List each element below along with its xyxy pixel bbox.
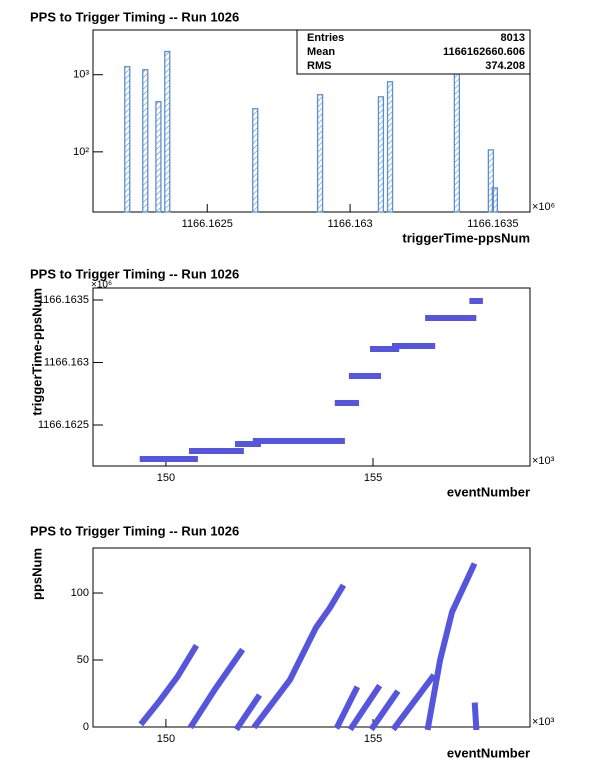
bar	[164, 50, 171, 213]
x-tick-label: 1166.1635	[467, 218, 518, 230]
plot-frame	[92, 547, 531, 728]
y-tick-label: 50	[77, 654, 89, 666]
chart-title: PPS to Trigger Timing -- Run 1026	[30, 523, 239, 538]
stats-label: Mean	[307, 46, 335, 58]
x-tick-label: 155	[364, 733, 382, 745]
bar	[316, 94, 324, 213]
y-tick-label: 10²	[73, 146, 89, 158]
data-points	[139, 298, 483, 462]
x-axis-title: eventNumber	[447, 484, 530, 499]
bar	[386, 81, 394, 213]
stats-value: 374.208	[485, 60, 525, 72]
x-tick-label: 150	[157, 472, 175, 484]
stats-label: RMS	[307, 60, 331, 72]
y-tick-label: 100	[71, 587, 89, 599]
x-multiplier: ×10³	[532, 455, 555, 467]
x-tick-label: 1166.163	[328, 218, 373, 230]
bar	[491, 187, 499, 213]
x-tick-label: 155	[364, 472, 382, 484]
y-tick-label: 0	[83, 721, 89, 733]
x-multiplier: ×10³	[532, 716, 555, 728]
plot-frame	[92, 287, 531, 467]
bar	[124, 66, 131, 213]
x-tick-label: 1166.1625	[182, 218, 233, 230]
y-tick-label: 1166.1625	[38, 419, 89, 431]
y-multiplier: ×10⁶	[91, 280, 112, 291]
chart-title: PPS to Trigger Timing -- Run 1026	[30, 266, 239, 281]
x-tick-label: 150	[157, 733, 175, 745]
y-tick-label: 1166.163	[44, 356, 89, 368]
stats-value: 1166162660.606	[443, 46, 525, 58]
chart-title: PPS to Trigger Timing -- Run 1026	[30, 9, 239, 24]
bar	[252, 108, 259, 213]
y-tick-label: 1166.1635	[38, 294, 89, 306]
y-tick-label: 10³	[73, 69, 89, 81]
y-axis-title: ppsNum	[29, 548, 44, 600]
bar	[377, 96, 385, 213]
y-axis-title: triggerTime-ppsNum	[29, 288, 44, 416]
bar	[142, 69, 149, 213]
x-axis-title: eventNumber	[447, 745, 530, 760]
x-axis-title: triggerTime-ppsNum	[402, 230, 530, 245]
stats-value: 8013	[501, 32, 525, 44]
x-multiplier: ×10⁶	[532, 201, 555, 213]
bar	[155, 101, 162, 213]
bar	[453, 69, 461, 213]
stats-label: Entries	[307, 32, 344, 44]
bar	[487, 149, 495, 213]
stats-box	[296, 29, 531, 75]
data-points	[138, 562, 480, 732]
